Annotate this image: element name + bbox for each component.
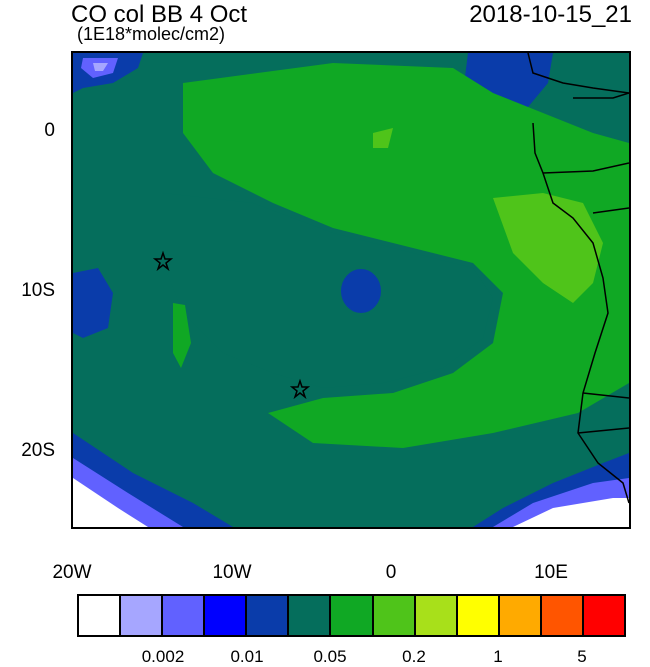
lat-label-20s: 20S xyxy=(21,440,55,461)
colorbar-label: 0.2 xyxy=(402,647,426,666)
colorbar-swatch xyxy=(457,596,500,635)
field-patch xyxy=(93,63,108,71)
colorbar-swatch xyxy=(583,596,625,635)
lon-label-0: 0 xyxy=(385,562,397,583)
lat-label-0: 0 xyxy=(44,120,55,141)
station-star xyxy=(152,250,174,272)
lon-label-20w: 20W xyxy=(52,562,92,583)
colorbar-swatch xyxy=(163,596,206,635)
field-patch xyxy=(373,128,393,148)
map-timestamp: 2018-10-15_21 xyxy=(469,1,632,28)
colorbar-swatch xyxy=(79,596,122,635)
colorbar-swatch xyxy=(541,596,584,635)
colorbar-swatch xyxy=(205,596,248,635)
border xyxy=(577,427,629,434)
field-plume xyxy=(183,63,629,448)
lon-label-10w: 10W xyxy=(212,562,252,583)
map-field xyxy=(73,53,629,527)
map-plot xyxy=(71,51,631,529)
field-patch xyxy=(163,193,493,388)
field-patch xyxy=(173,303,191,368)
colorbar-label: 5 xyxy=(577,647,587,666)
colorbar-label: 0.002 xyxy=(141,647,185,666)
colorbar-label: 0.05 xyxy=(313,647,347,666)
border xyxy=(592,207,629,214)
field-patch xyxy=(73,478,148,527)
coastline xyxy=(527,53,629,94)
map-title: CO col BB 4 Oct xyxy=(71,1,248,28)
colorbar-label: 1 xyxy=(493,647,503,666)
lon-label-10e: 10E xyxy=(534,562,568,583)
colorbar-swatch xyxy=(331,596,374,635)
field-patch xyxy=(513,498,629,527)
border xyxy=(542,162,629,174)
map-units: (1E18*molec/cm2) xyxy=(77,24,226,44)
border xyxy=(582,392,629,399)
field-blob xyxy=(341,269,381,313)
colorbar-swatch xyxy=(415,596,458,635)
colorbar-swatch xyxy=(499,596,542,635)
lat-label-10s: 10S xyxy=(21,280,55,301)
colorbar-label: 0.01 xyxy=(230,647,264,666)
colorbar-swatch xyxy=(373,596,416,635)
colorbar-swatch xyxy=(289,596,332,635)
colorbar-swatch xyxy=(247,596,290,635)
station-star xyxy=(289,378,311,400)
colorbar-swatch xyxy=(121,596,164,635)
border xyxy=(573,92,629,99)
colorbar xyxy=(77,594,626,637)
field-patch xyxy=(73,268,113,338)
coastline xyxy=(532,122,629,504)
